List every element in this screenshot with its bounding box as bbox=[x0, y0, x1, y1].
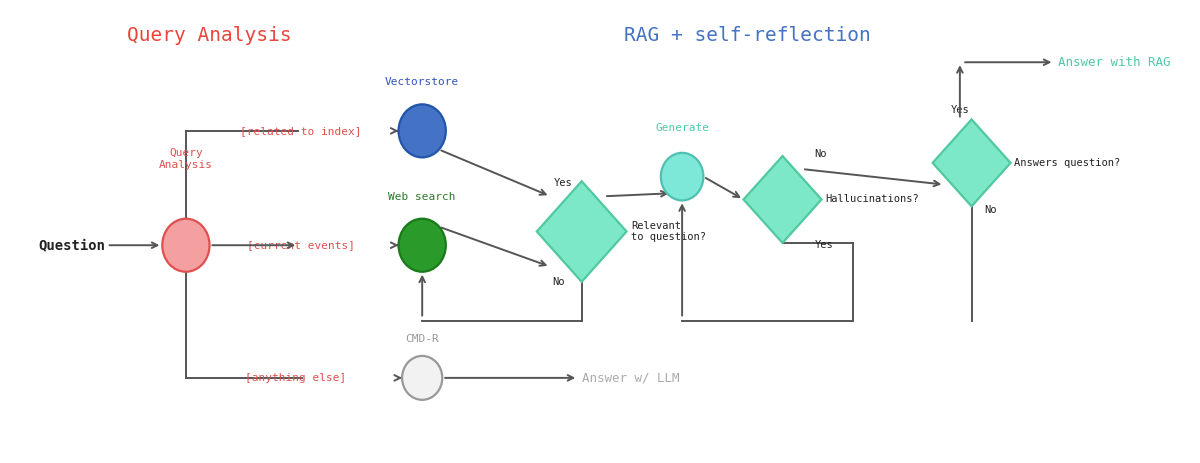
Text: Answer w/ LLM: Answer w/ LLM bbox=[582, 371, 679, 384]
Text: CMD-R: CMD-R bbox=[406, 333, 439, 344]
Text: Relevant
to question?: Relevant to question? bbox=[631, 221, 707, 242]
Text: Generate: Generate bbox=[655, 123, 709, 133]
Text: Query Analysis: Query Analysis bbox=[127, 25, 292, 44]
Polygon shape bbox=[932, 119, 1010, 206]
Ellipse shape bbox=[398, 104, 446, 157]
Text: No: No bbox=[814, 149, 827, 159]
Text: No: No bbox=[984, 205, 997, 214]
Text: Answers question?: Answers question? bbox=[1014, 158, 1121, 168]
Text: Query
Analysis: Query Analysis bbox=[158, 148, 212, 170]
Text: RAG + self-reflection: RAG + self-reflection bbox=[624, 25, 870, 44]
Text: Yes: Yes bbox=[950, 105, 970, 115]
Text: [related to index]: [related to index] bbox=[240, 126, 361, 136]
Text: Vectorstore: Vectorstore bbox=[385, 77, 460, 88]
Text: Question: Question bbox=[38, 238, 106, 252]
Polygon shape bbox=[744, 156, 822, 243]
Text: Web search: Web search bbox=[389, 192, 456, 202]
Polygon shape bbox=[536, 181, 626, 282]
Text: Yes: Yes bbox=[815, 240, 833, 250]
Text: [anything else]: [anything else] bbox=[245, 373, 347, 383]
Text: No: No bbox=[552, 277, 564, 287]
Ellipse shape bbox=[661, 153, 703, 200]
Text: Yes: Yes bbox=[553, 178, 572, 188]
Ellipse shape bbox=[162, 219, 210, 272]
Ellipse shape bbox=[402, 356, 443, 400]
Text: Hallucinations?: Hallucinations? bbox=[826, 194, 919, 205]
Ellipse shape bbox=[398, 219, 446, 272]
Text: Answer with RAG: Answer with RAG bbox=[1058, 56, 1170, 69]
Text: [current events]: [current events] bbox=[246, 240, 354, 250]
